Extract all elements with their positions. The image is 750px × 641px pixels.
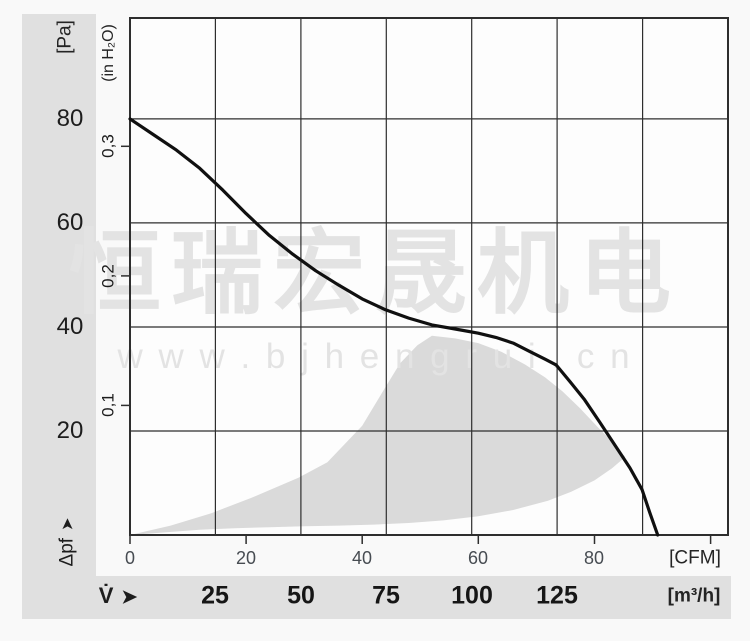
- inh2o-tick-label: 0,3: [98, 134, 118, 158]
- v-dot-label: V̇: [98, 583, 114, 608]
- gridlines: [130, 18, 728, 535]
- pa-tick-label: 80: [56, 105, 84, 132]
- pressure-axis-band: [22, 14, 96, 619]
- m3h-tick-label: 50: [287, 581, 315, 610]
- pa-tick-label: 60: [56, 209, 84, 236]
- cfm-tick-label: 80: [583, 548, 605, 568]
- flow-axis-symbol: V̇ ➤: [98, 583, 138, 608]
- m3h-tick-label: 100: [451, 581, 493, 610]
- pa-tick-label: 20: [56, 417, 84, 444]
- flow-arrow-icon: ➤: [121, 587, 138, 608]
- cfm-tick-label: 60: [467, 548, 489, 568]
- flow-axis-band: [22, 576, 731, 619]
- pa-unit-label: [Pa]: [54, 20, 76, 54]
- m3h-tick-label: 25: [201, 581, 229, 610]
- watermark-company-text: 恒瑞宏晟机电: [69, 220, 681, 327]
- delta-pf-label: Δpf: [56, 537, 78, 567]
- operating-range-region: [130, 335, 626, 535]
- inh2o-tick-label: 0,2: [98, 264, 118, 288]
- pa-tick-label: 40: [56, 313, 84, 340]
- axis-tick-marks: [121, 145, 712, 544]
- watermark-url-text: w w w . b j h e n g r u i . c n: [116, 337, 632, 376]
- cfm-tick-label: 40: [351, 548, 373, 568]
- m3h-tick-label: 75: [372, 581, 400, 610]
- pressure-axis-symbol: Δpf ➤: [56, 517, 78, 567]
- cfm-tick-label: 0: [124, 548, 136, 568]
- m3h-tick-label: 125: [536, 581, 578, 610]
- cfm-tick-label: 20: [235, 548, 257, 568]
- cfm-unit-label: [CFM]: [669, 547, 721, 569]
- fan-performance-curve: [128, 117, 660, 537]
- inh2o-tick-label: 0,1: [98, 393, 118, 417]
- inh2o-unit-label: (in H₂O): [100, 24, 117, 82]
- pressure-arrow-icon: ➤: [59, 517, 77, 531]
- m3h-unit-label: [m³/h]: [667, 585, 721, 607]
